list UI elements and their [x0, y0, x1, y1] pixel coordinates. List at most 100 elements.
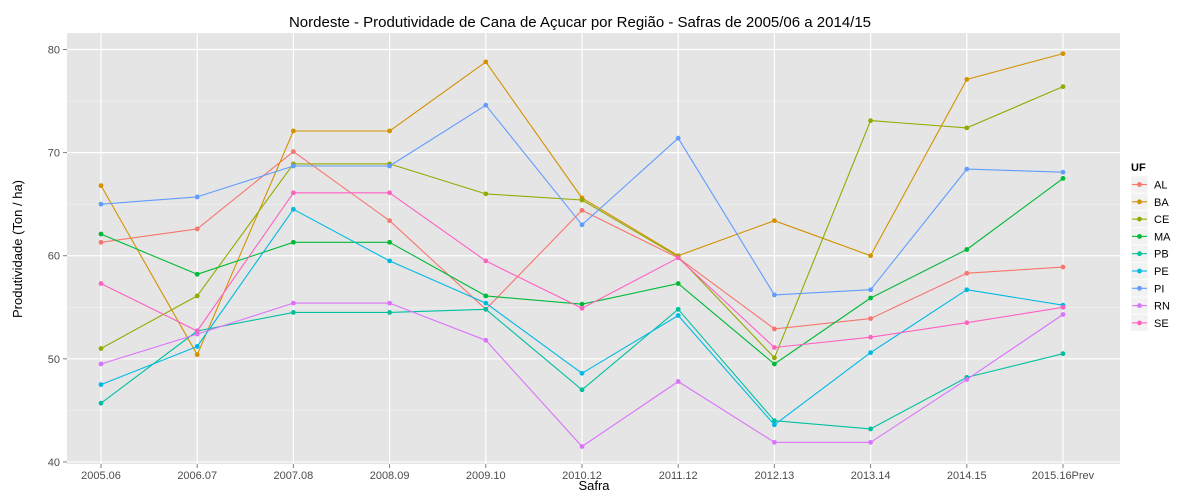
- data-point-se: [1060, 304, 1066, 310]
- series-points: [98, 51, 1066, 449]
- data-point-ce: [868, 118, 873, 124]
- data-point-rn: [483, 337, 489, 343]
- data-point-al: [1060, 264, 1066, 270]
- x-tick-label: 2005.06: [81, 470, 121, 482]
- x-tick-label: 2013.14: [851, 470, 891, 482]
- data-point-al: [579, 207, 585, 213]
- data-point-se: [194, 328, 200, 334]
- data-point-pb: [1060, 351, 1066, 357]
- data-point-ba: [772, 218, 777, 224]
- legend-key-point: [1137, 182, 1142, 187]
- data-point-ce: [194, 293, 200, 299]
- data-point-rn: [387, 300, 392, 306]
- data-point-al: [964, 270, 970, 276]
- x-tick-label: 2009.10: [466, 470, 506, 482]
- data-point-pb: [772, 418, 777, 424]
- data-point-ma: [291, 239, 296, 245]
- data-point-ma: [964, 247, 970, 252]
- data-point-pe: [194, 344, 200, 349]
- legend-item-ce: CE: [1130, 210, 1169, 228]
- x-tick-label: 2012.13: [755, 470, 795, 482]
- y-tick-label: 70: [48, 148, 60, 160]
- data-point-pb: [291, 310, 296, 315]
- legend-item-se: SE: [1130, 314, 1169, 332]
- x-tick-label: 2008.09: [370, 470, 410, 482]
- legend-label: MA: [1154, 231, 1171, 243]
- data-point-pb: [675, 306, 681, 312]
- data-point-al: [772, 326, 777, 332]
- legend-item-al: AL: [1130, 175, 1167, 194]
- data-point-se: [387, 190, 392, 196]
- data-point-ba: [483, 59, 489, 65]
- data-point-ce: [1060, 84, 1066, 90]
- legend-item-rn: RN: [1130, 296, 1170, 315]
- data-point-al: [291, 149, 296, 154]
- y-tick-label: 80: [48, 44, 60, 56]
- data-point-se: [772, 345, 777, 350]
- minor-gridlines: [67, 100, 1120, 411]
- data-point-pb: [483, 306, 489, 312]
- x-tick-label: 2006.07: [177, 470, 217, 482]
- data-point-pe: [868, 350, 873, 356]
- data-point-se: [579, 305, 585, 311]
- data-point-pe: [964, 287, 970, 293]
- data-point-ma: [194, 271, 200, 277]
- data-point-ma: [98, 231, 104, 237]
- legend-item-pi: PI: [1130, 279, 1164, 298]
- data-point-ma: [772, 361, 777, 367]
- x-tick-label: 2014.15: [947, 470, 987, 482]
- data-point-ba: [868, 253, 873, 259]
- legend-title: UF: [1131, 162, 1146, 174]
- data-point-ba: [387, 128, 392, 134]
- data-point-rn: [579, 444, 585, 449]
- data-point-pe: [387, 258, 392, 264]
- data-point-pe: [772, 422, 777, 428]
- data-point-ce: [483, 191, 489, 197]
- x-tick-label: 2010.12: [562, 470, 602, 482]
- data-point-ba: [964, 76, 970, 82]
- y-tick-label: 40: [48, 457, 60, 469]
- data-point-rn: [675, 379, 681, 384]
- data-point-ma: [1060, 175, 1066, 181]
- major-gridlines: [67, 33, 1120, 464]
- x-tick-label: 2015.16Prev: [1032, 470, 1095, 482]
- x-axis-title: Safra: [578, 478, 610, 493]
- legend-item-ma: MA: [1130, 227, 1171, 246]
- data-point-ce: [98, 346, 104, 351]
- data-point-rn: [1060, 312, 1066, 317]
- data-point-pi: [964, 166, 970, 172]
- legend-key-point: [1137, 320, 1142, 326]
- data-point-pe: [291, 206, 296, 212]
- legend-key-point: [1137, 251, 1142, 257]
- data-point-pb: [868, 426, 873, 432]
- data-point-pi: [868, 287, 873, 293]
- chart-title: Nordeste - Produtividade de Cana de Açuc…: [289, 14, 871, 31]
- legend-label: RN: [1154, 301, 1170, 313]
- plot-panel: [67, 33, 1120, 464]
- data-point-se: [483, 258, 489, 264]
- data-point-pi: [1060, 169, 1066, 175]
- legend-item-pb: PB: [1130, 244, 1169, 263]
- data-point-pe: [675, 313, 681, 318]
- data-point-ma: [675, 281, 681, 286]
- data-point-pi: [483, 102, 489, 108]
- data-point-pi: [579, 222, 585, 228]
- x-axis: 2005.06 2006.07 2007.08 2008.09 2009.10 2010.…: [81, 464, 1095, 482]
- data-point-pe: [483, 300, 489, 306]
- data-point-al: [868, 316, 873, 322]
- legend-key-point: [1137, 216, 1142, 222]
- data-point-pi: [291, 163, 296, 169]
- data-point-pi: [98, 201, 104, 207]
- y-axis: 40 50 60 70 80: [48, 44, 67, 469]
- data-point-pe: [579, 370, 585, 376]
- data-point-ma: [868, 295, 873, 301]
- y-tick-label: 60: [48, 251, 60, 263]
- data-point-pb: [98, 400, 104, 406]
- legend-key-point: [1137, 285, 1142, 291]
- legend-item-ba: BA: [1130, 193, 1169, 211]
- legend-key-point: [1137, 268, 1142, 274]
- legend-label: SE: [1154, 318, 1169, 330]
- data-point-al: [194, 226, 200, 232]
- data-point-ba: [1060, 51, 1066, 57]
